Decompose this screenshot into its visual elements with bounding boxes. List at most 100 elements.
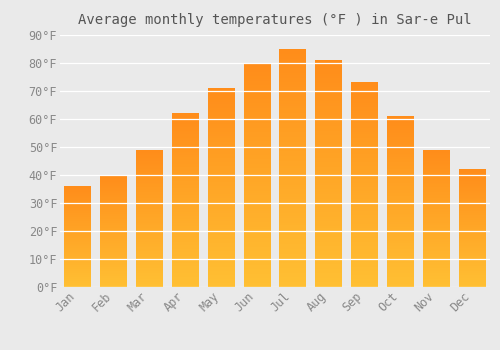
Bar bbox=[136, 246, 163, 247]
Bar bbox=[280, 137, 306, 139]
Bar bbox=[136, 201, 163, 202]
Bar bbox=[280, 241, 306, 244]
Bar bbox=[208, 182, 234, 184]
Bar bbox=[208, 174, 234, 176]
Bar bbox=[136, 233, 163, 235]
Bar bbox=[316, 121, 342, 124]
Bar bbox=[64, 270, 92, 271]
Bar bbox=[387, 282, 414, 284]
Bar bbox=[387, 169, 414, 171]
Bar bbox=[316, 226, 342, 228]
Bar bbox=[458, 200, 485, 201]
Bar bbox=[316, 214, 342, 217]
Bar bbox=[387, 261, 414, 263]
Bar bbox=[387, 184, 414, 186]
Bar bbox=[423, 261, 450, 262]
Bar bbox=[208, 88, 234, 90]
Bar bbox=[458, 195, 485, 196]
Bar bbox=[244, 108, 270, 110]
Bar bbox=[280, 54, 306, 56]
Bar bbox=[244, 161, 270, 164]
Bar bbox=[136, 161, 163, 162]
Bar bbox=[387, 225, 414, 227]
Bar bbox=[351, 140, 378, 142]
Bar bbox=[458, 225, 485, 226]
Bar bbox=[208, 225, 234, 228]
Bar bbox=[64, 286, 92, 287]
Bar bbox=[458, 247, 485, 248]
Bar bbox=[172, 198, 199, 200]
Bar bbox=[244, 175, 270, 177]
Bar bbox=[351, 173, 378, 175]
Bar bbox=[172, 264, 199, 266]
Bar bbox=[64, 199, 92, 200]
Bar bbox=[136, 176, 163, 177]
Bar bbox=[423, 158, 450, 159]
Bar bbox=[244, 285, 270, 287]
Bar bbox=[172, 174, 199, 176]
Bar bbox=[136, 163, 163, 165]
Bar bbox=[172, 248, 199, 251]
Bar bbox=[458, 180, 485, 181]
Bar bbox=[172, 197, 199, 198]
Bar bbox=[244, 188, 270, 191]
Bar bbox=[351, 207, 378, 209]
Bar bbox=[208, 130, 234, 132]
Bar bbox=[208, 249, 234, 251]
Bar bbox=[244, 146, 270, 148]
Bar bbox=[351, 266, 378, 268]
Bar bbox=[351, 152, 378, 154]
Bar bbox=[458, 212, 485, 213]
Bar bbox=[280, 230, 306, 232]
Bar bbox=[458, 209, 485, 211]
Bar bbox=[351, 234, 378, 236]
Bar bbox=[316, 228, 342, 230]
Bar bbox=[387, 276, 414, 279]
Bar bbox=[387, 217, 414, 219]
Bar bbox=[136, 178, 163, 180]
Bar bbox=[458, 240, 485, 241]
Bar bbox=[244, 121, 270, 124]
Bar bbox=[172, 217, 199, 219]
Bar bbox=[208, 136, 234, 138]
Bar bbox=[100, 176, 127, 177]
Bar bbox=[172, 276, 199, 278]
Bar bbox=[100, 193, 127, 194]
Bar bbox=[316, 205, 342, 208]
Bar bbox=[100, 222, 127, 223]
Bar bbox=[100, 204, 127, 205]
Bar bbox=[172, 204, 199, 205]
Bar bbox=[172, 221, 199, 223]
Bar bbox=[244, 258, 270, 260]
Bar bbox=[387, 181, 414, 183]
Bar bbox=[316, 260, 342, 262]
Bar bbox=[136, 180, 163, 181]
Bar bbox=[458, 199, 485, 200]
Bar bbox=[172, 138, 199, 139]
Bar bbox=[280, 265, 306, 268]
Bar bbox=[280, 225, 306, 228]
Bar bbox=[280, 199, 306, 201]
Bar bbox=[208, 245, 234, 247]
Bar bbox=[387, 159, 414, 161]
Bar bbox=[172, 244, 199, 245]
Bar bbox=[351, 95, 378, 97]
Bar bbox=[280, 270, 306, 273]
Bar bbox=[458, 234, 485, 235]
Bar bbox=[64, 191, 92, 192]
Bar bbox=[351, 219, 378, 222]
Bar bbox=[64, 261, 92, 262]
Bar bbox=[172, 153, 199, 155]
Bar bbox=[136, 192, 163, 194]
Bar bbox=[172, 284, 199, 285]
Bar bbox=[208, 273, 234, 275]
Bar bbox=[64, 245, 92, 246]
Bar bbox=[208, 183, 234, 186]
Bar bbox=[244, 173, 270, 175]
Bar bbox=[244, 153, 270, 155]
Bar bbox=[136, 239, 163, 240]
Bar bbox=[423, 173, 450, 175]
Bar bbox=[244, 278, 270, 280]
Bar bbox=[316, 126, 342, 128]
Bar bbox=[172, 278, 199, 280]
